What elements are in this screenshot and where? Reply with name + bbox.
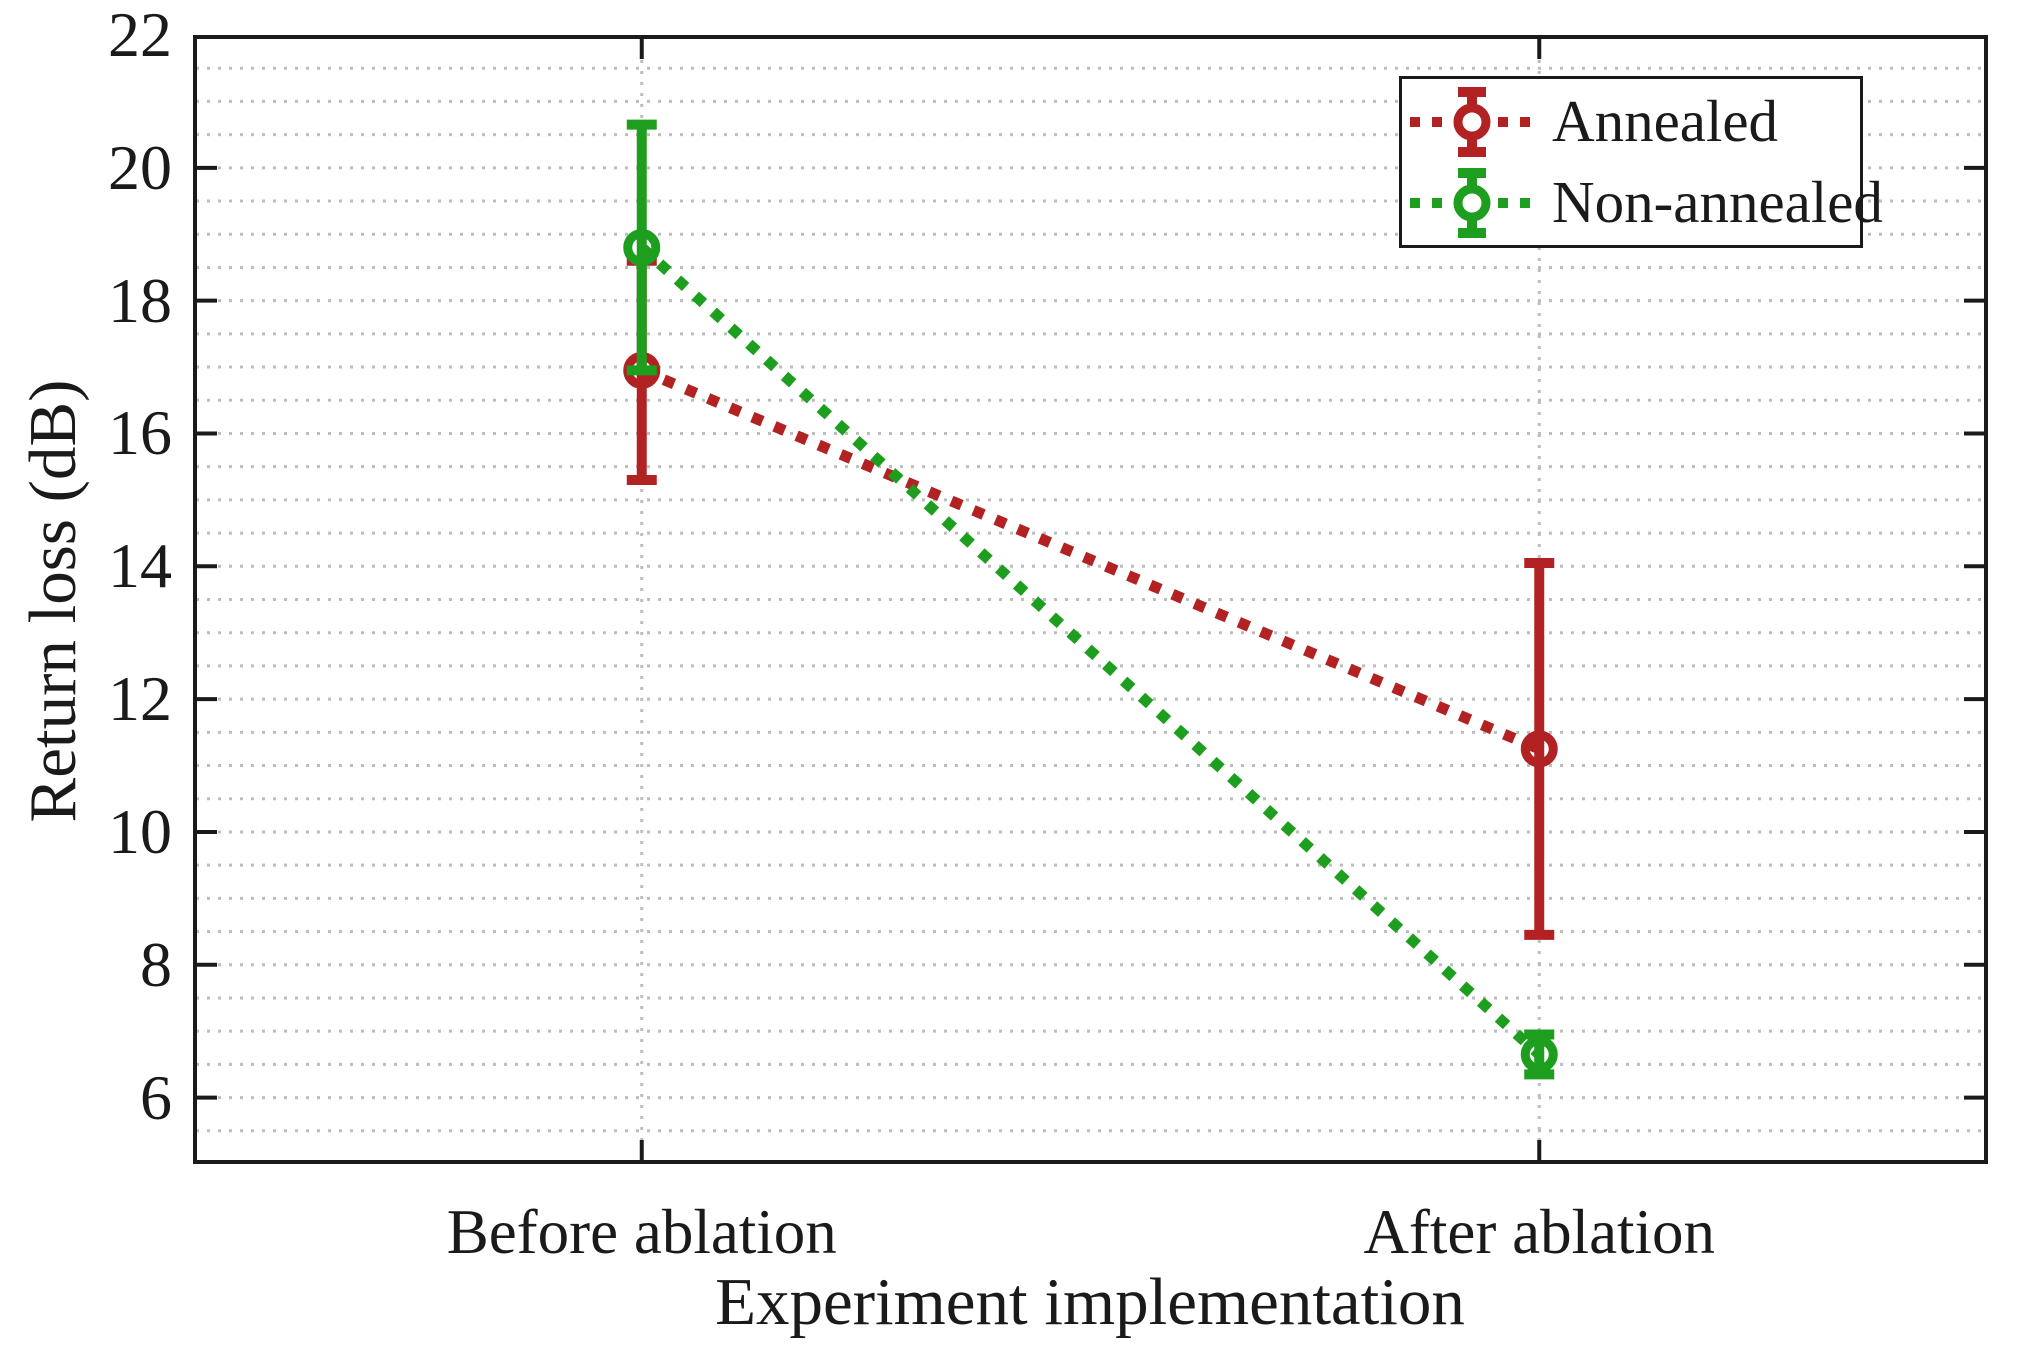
x-tick-label: After ablation <box>1363 1197 1716 1267</box>
legend: Annealed Non-annealed <box>1399 76 1883 248</box>
y-tick-label: 12 <box>108 663 172 735</box>
data-point-marker <box>1520 730 1558 768</box>
y-tick-label: 22 <box>108 0 172 70</box>
errorbar-marker-icon <box>1410 167 1534 238</box>
series-line-annealed <box>639 365 1542 754</box>
y-tick-label: 14 <box>108 530 172 602</box>
legend-item-annealed: Annealed <box>1402 83 1860 160</box>
legend-marker <box>1453 103 1491 140</box>
y-tick-label: 8 <box>140 928 172 1000</box>
data-point-marker <box>1520 1035 1558 1073</box>
y-tick-label: 16 <box>108 397 172 469</box>
y-tick-label: 10 <box>108 795 172 867</box>
x-axis-title: Experiment implementation <box>715 1265 1465 1339</box>
x-tick-label: Before ablation <box>446 1197 837 1267</box>
series-line-non-annealed <box>638 243 1543 1059</box>
legend-label: Non-annealed <box>1552 169 1883 235</box>
y-tick-label: 20 <box>108 131 172 203</box>
plot-canvas <box>193 35 1988 1164</box>
plot-area <box>193 35 1988 1164</box>
y-tick-label: 6 <box>140 1061 172 1133</box>
legend-item-non-annealed: Non-annealed <box>1402 164 1883 241</box>
legend-marker <box>1453 184 1491 221</box>
errorbar-marker-icon <box>1410 86 1534 157</box>
legend-label: Annealed <box>1552 88 1779 154</box>
y-tick-label: 18 <box>108 264 172 336</box>
data-point-marker <box>623 229 661 267</box>
axes-frame <box>193 35 1988 1164</box>
